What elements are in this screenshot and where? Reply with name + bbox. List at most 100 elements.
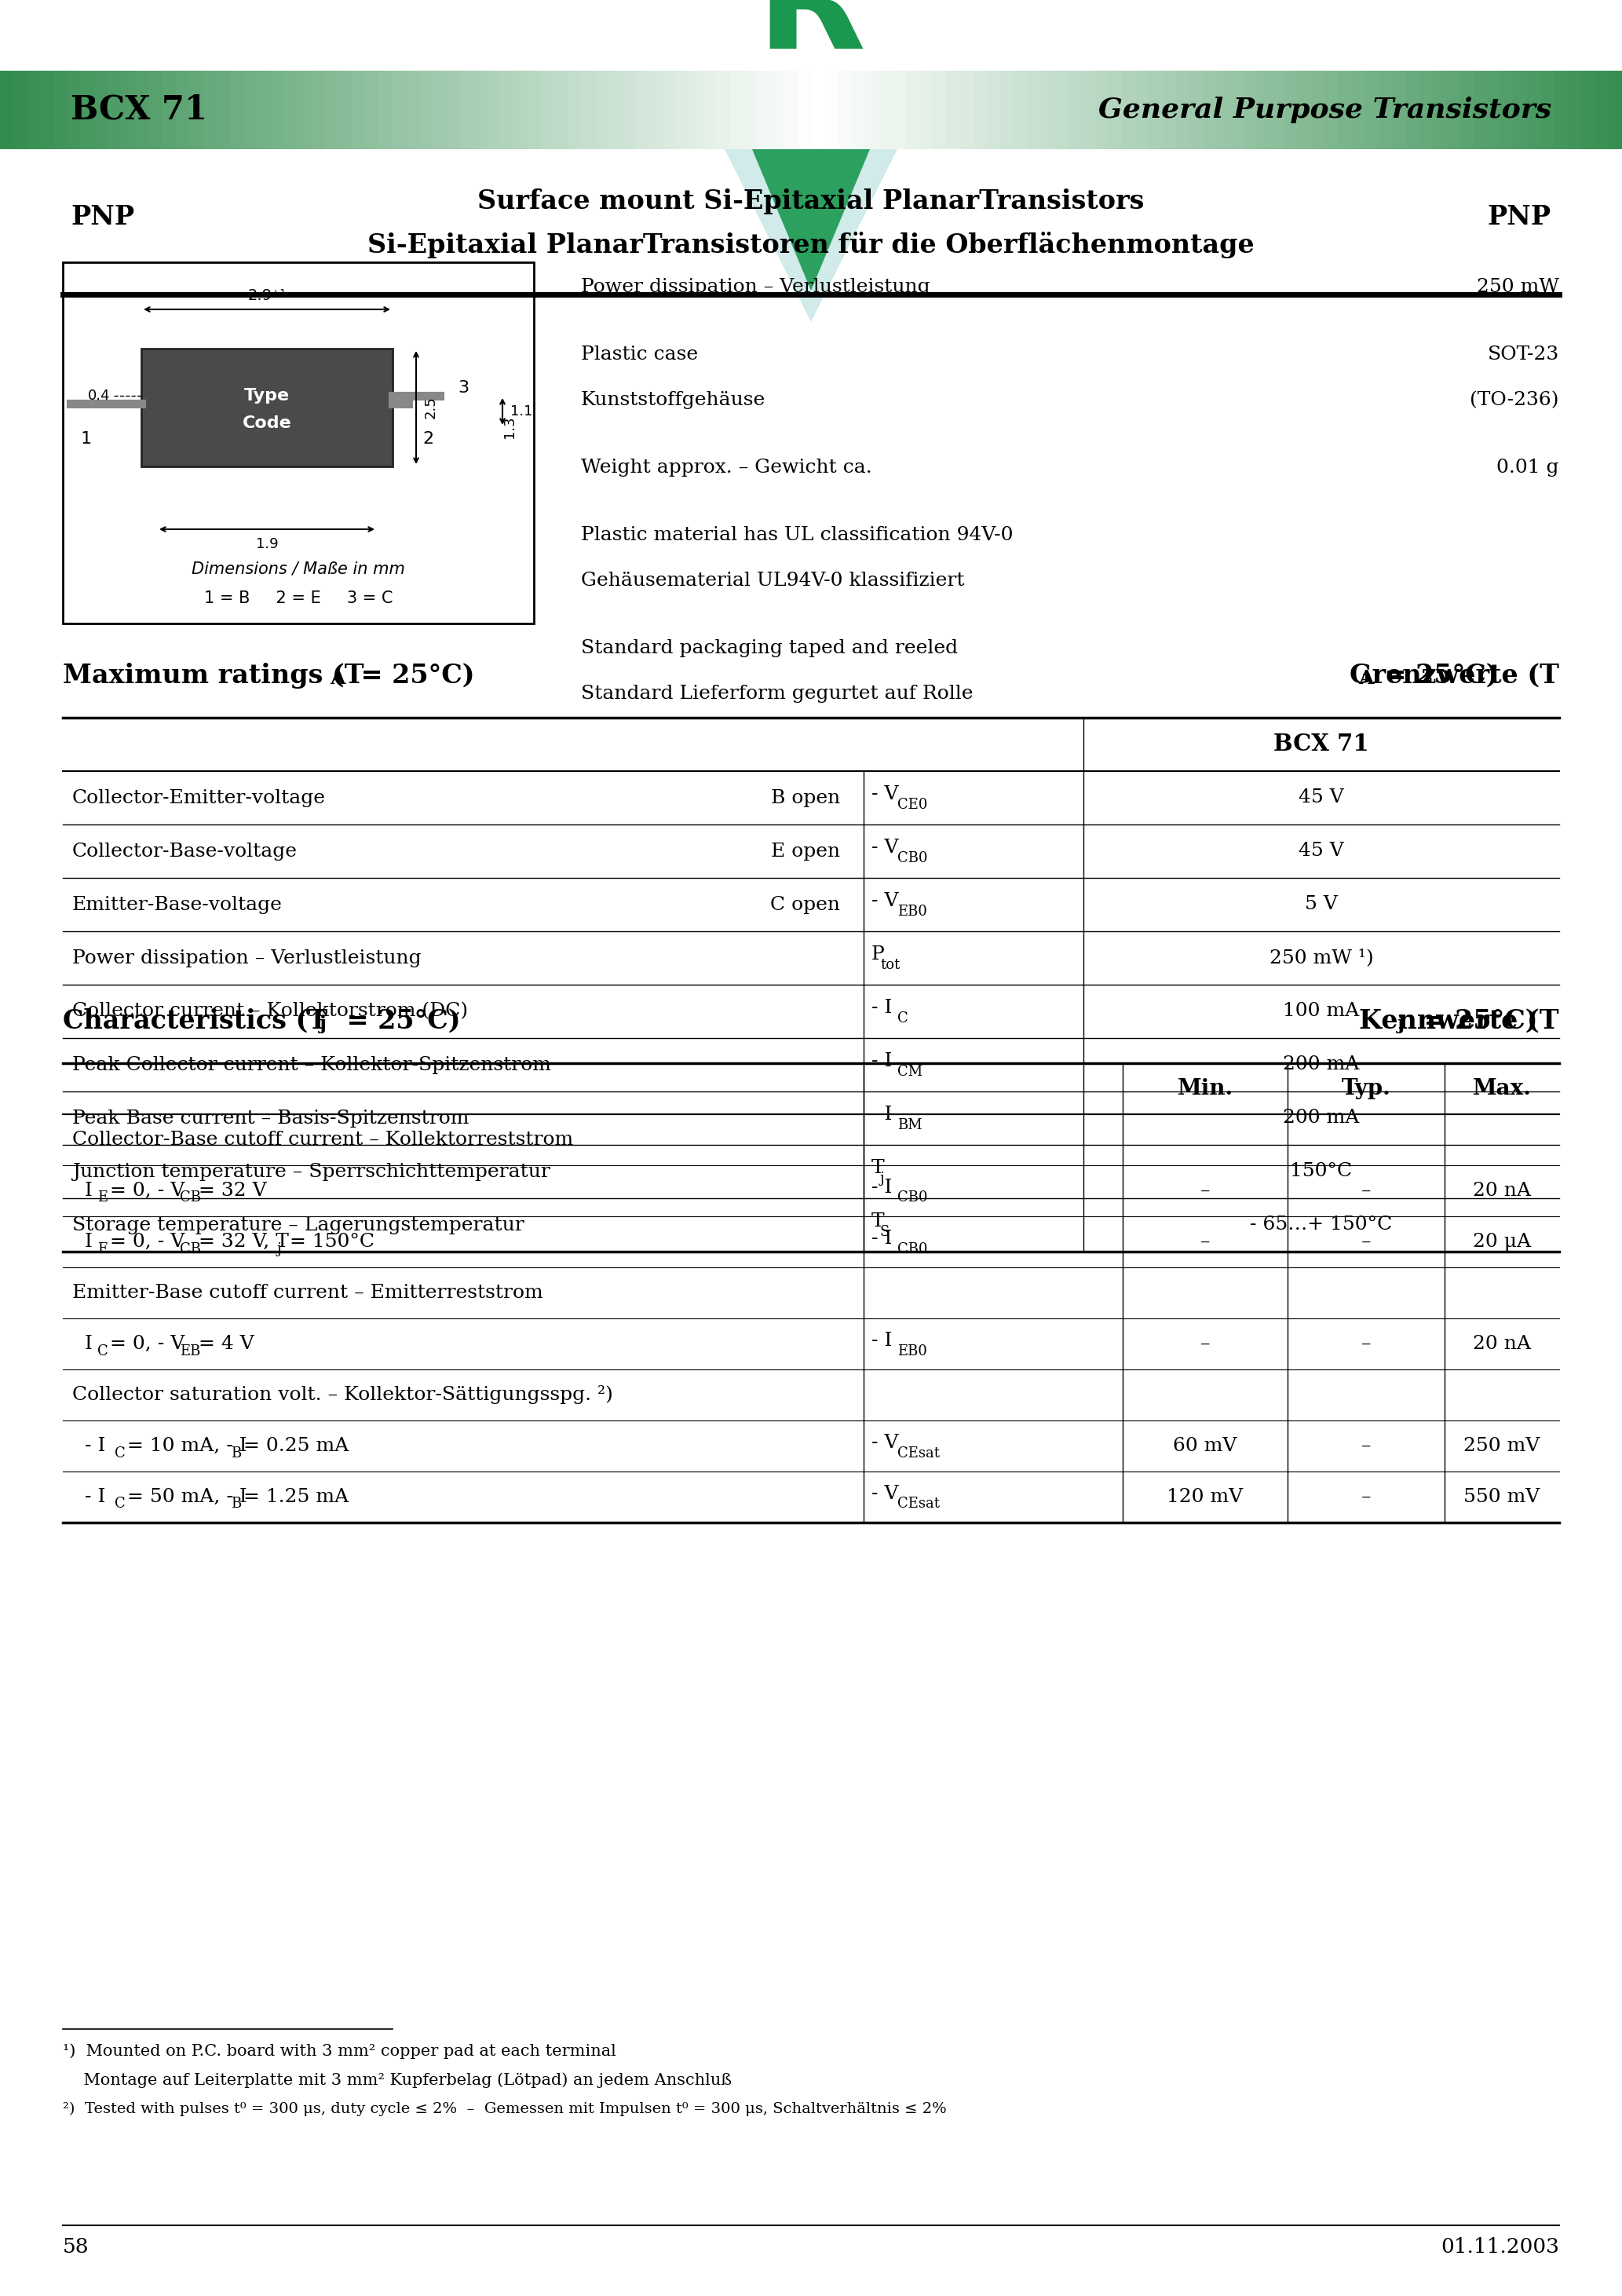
Text: CB: CB xyxy=(180,1192,201,1205)
Bar xyxy=(757,71,770,149)
Text: - I: - I xyxy=(871,1231,892,1247)
Bar xyxy=(621,71,636,149)
Text: 20 μA: 20 μA xyxy=(1473,1233,1531,1251)
Bar xyxy=(649,71,662,149)
Bar xyxy=(839,71,852,149)
Bar xyxy=(41,71,54,149)
Text: 3: 3 xyxy=(457,381,469,395)
Text: EB: EB xyxy=(180,1343,201,1357)
Text: 20 nA: 20 nA xyxy=(1473,1334,1531,1352)
Text: C: C xyxy=(115,1497,125,1511)
Text: Collector-Base-voltage: Collector-Base-voltage xyxy=(73,843,297,861)
Text: I: I xyxy=(73,1233,92,1251)
Text: - V: - V xyxy=(871,893,899,912)
Bar xyxy=(676,71,689,149)
Text: = 4 V: = 4 V xyxy=(193,1334,255,1352)
Bar xyxy=(1419,71,1432,149)
Bar xyxy=(1366,71,1379,149)
Bar xyxy=(216,71,230,149)
Text: –: – xyxy=(1200,1233,1210,1251)
Text: BCX 71: BCX 71 xyxy=(71,94,208,126)
Text: - V: - V xyxy=(871,1486,899,1504)
Bar xyxy=(487,71,500,149)
Text: 200 mA: 200 mA xyxy=(1283,1109,1359,1127)
Text: - I: - I xyxy=(871,1332,892,1350)
Text: - V: - V xyxy=(871,1433,899,1451)
Text: Storage temperature – Lagerungstemperatur: Storage temperature – Lagerungstemperatu… xyxy=(73,1217,524,1233)
Bar xyxy=(337,71,352,149)
Text: B: B xyxy=(230,1497,242,1511)
Text: CB0: CB0 xyxy=(897,1192,928,1205)
Text: CB0: CB0 xyxy=(897,1242,928,1256)
Bar xyxy=(662,71,676,149)
Text: –: – xyxy=(1361,1437,1371,1456)
Text: 2.9⁺¹: 2.9⁺¹ xyxy=(248,289,285,303)
Text: 120 mV: 120 mV xyxy=(1166,1488,1242,1506)
Text: - V: - V xyxy=(871,838,899,856)
Text: Kennwerte (T: Kennwerte (T xyxy=(1359,1008,1559,1033)
Bar xyxy=(68,71,81,149)
Text: Peak Base current – Basis-Spitzenstrom: Peak Base current – Basis-Spitzenstrom xyxy=(73,1109,469,1127)
Text: - I: - I xyxy=(871,999,892,1017)
Text: CEsat: CEsat xyxy=(897,1446,939,1460)
Bar xyxy=(986,71,1001,149)
Text: - 65…+ 150°C: - 65…+ 150°C xyxy=(1251,1217,1392,1233)
Text: Surface mount Si-Epitaxial PlanarTransistors: Surface mount Si-Epitaxial PlanarTransis… xyxy=(477,188,1145,214)
Bar xyxy=(973,71,986,149)
Text: E: E xyxy=(97,1242,109,1256)
Text: 01.11.2003: 01.11.2003 xyxy=(1440,2236,1559,2257)
Bar xyxy=(122,71,135,149)
Bar xyxy=(1447,71,1460,149)
Bar xyxy=(1406,71,1419,149)
Text: Emitter-Base-voltage: Emitter-Base-voltage xyxy=(73,895,282,914)
Text: Power dissipation – Verlustleistung: Power dissipation – Verlustleistung xyxy=(581,278,929,296)
Bar xyxy=(162,71,175,149)
Bar xyxy=(1392,71,1406,149)
Text: Weight approx. – Gewicht ca.: Weight approx. – Gewicht ca. xyxy=(581,459,873,478)
Bar xyxy=(0,71,13,149)
Bar xyxy=(284,71,297,149)
Bar xyxy=(1067,71,1082,149)
Bar xyxy=(1432,71,1447,149)
Bar xyxy=(811,71,824,149)
Text: SOT-23: SOT-23 xyxy=(1487,344,1559,363)
Text: –: – xyxy=(1361,1233,1371,1251)
Bar xyxy=(1513,71,1528,149)
FancyBboxPatch shape xyxy=(141,349,393,466)
Bar xyxy=(783,71,798,149)
Bar xyxy=(608,71,621,149)
Text: 60 mV: 60 mV xyxy=(1173,1437,1238,1456)
Text: B open: B open xyxy=(770,790,840,806)
Text: Peak Collector current – Kollektor-Spitzenstrom: Peak Collector current – Kollektor-Spitz… xyxy=(73,1056,551,1075)
Text: j: j xyxy=(320,1015,326,1033)
Text: tot: tot xyxy=(881,957,900,971)
Text: CE0: CE0 xyxy=(897,797,928,813)
Text: C: C xyxy=(897,1010,908,1026)
Text: = 32 V: = 32 V xyxy=(193,1182,266,1201)
Text: 1.3: 1.3 xyxy=(503,416,516,439)
Text: 1.1: 1.1 xyxy=(511,404,532,418)
Bar xyxy=(1554,71,1568,149)
Bar xyxy=(433,71,446,149)
Bar xyxy=(256,71,271,149)
Text: 150°C: 150°C xyxy=(1289,1162,1353,1180)
Bar xyxy=(94,71,109,149)
Bar xyxy=(1594,71,1609,149)
Text: Dimensions / Maße in mm: Dimensions / Maße in mm xyxy=(191,560,406,576)
Bar xyxy=(1095,71,1108,149)
Text: PNP: PNP xyxy=(71,204,135,230)
Bar xyxy=(717,71,730,149)
Bar xyxy=(63,262,534,625)
Text: Montage auf Leiterplatte mit 3 mm² Kupferbelag (Lötpad) an jedem Anschluß: Montage auf Leiterplatte mit 3 mm² Kupfe… xyxy=(63,2073,732,2087)
Bar xyxy=(1581,71,1594,149)
Text: CB: CB xyxy=(180,1242,201,1256)
Text: CEsat: CEsat xyxy=(897,1497,939,1511)
Text: = 0, - V: = 0, - V xyxy=(104,1233,185,1251)
Bar xyxy=(824,71,839,149)
Bar xyxy=(243,71,256,149)
Bar xyxy=(1351,71,1366,149)
Text: Collector-Emitter-voltage: Collector-Emitter-voltage xyxy=(73,790,326,806)
Bar xyxy=(852,71,865,149)
Text: = 0.25 mA: = 0.25 mA xyxy=(237,1437,349,1456)
Bar xyxy=(1122,71,1135,149)
